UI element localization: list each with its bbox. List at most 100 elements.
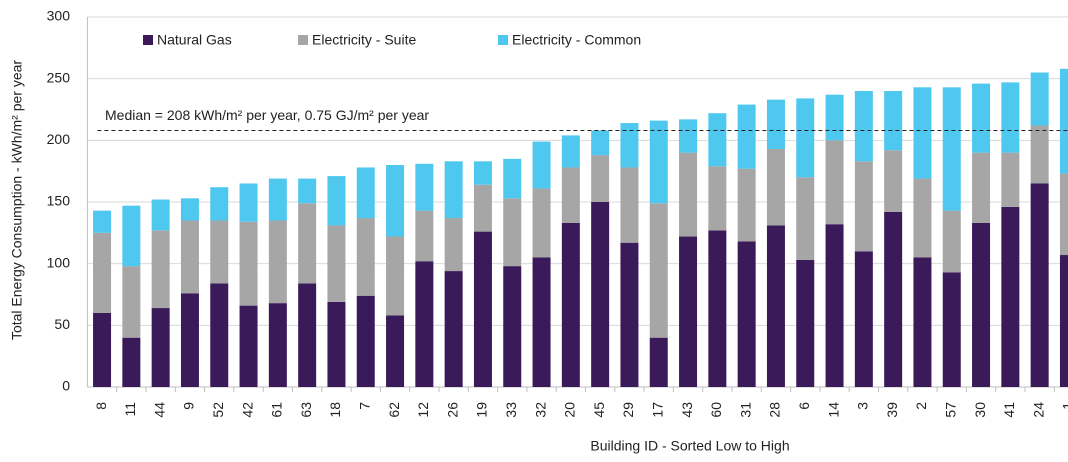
legend-label: Electricity - Suite [312, 32, 416, 48]
bar-segment [561, 222, 580, 387]
bar-segment [708, 230, 727, 387]
bar-segment [356, 167, 375, 219]
bar-segment [854, 161, 873, 252]
y-tick-label: 0 [62, 378, 70, 394]
bar-segment [473, 231, 492, 387]
x-tick-label: 62 [386, 402, 402, 418]
bar-segment [708, 166, 727, 231]
bar-segment [356, 218, 375, 296]
bar-segment [93, 210, 112, 233]
bar-segment [766, 148, 785, 226]
bar-segment [180, 293, 199, 387]
y-tick-label: 50 [54, 316, 70, 332]
bar-segment [239, 183, 258, 222]
x-tick-label: 45 [591, 402, 607, 418]
bar-segment [386, 165, 405, 237]
y-axis-title: Total Energy Consumption - kWh/m² per ye… [9, 60, 25, 340]
bar-segment [884, 150, 903, 212]
x-tick-label: 19 [474, 402, 490, 418]
bar-segment [884, 211, 903, 387]
bar-segment [268, 220, 287, 304]
bar-segment [415, 261, 434, 387]
bar-segment [825, 224, 844, 387]
median-label: Median = 208 kWh/m² per year, 0.75 GJ/m²… [105, 107, 429, 123]
legend-label: Electricity - Common [512, 32, 641, 48]
bar-segment [1059, 173, 1068, 256]
x-tick-label: 57 [942, 402, 958, 418]
x-tick-label: 44 [151, 402, 167, 418]
legend-label: Natural Gas [157, 32, 232, 48]
bar-segment [532, 257, 551, 387]
x-tick-label: 29 [620, 402, 636, 418]
bar-segment [327, 301, 346, 387]
x-tick-label: 11 [122, 402, 138, 417]
x-tick-label: 7 [356, 402, 372, 410]
bar-segment [473, 161, 492, 185]
x-tick-label: 43 [679, 402, 695, 418]
bar-segment [386, 236, 405, 316]
x-tick-label: 63 [298, 402, 314, 418]
bar-segment [737, 241, 756, 387]
bar-segment [239, 221, 258, 306]
legend-swatch [498, 35, 508, 45]
bar-segment [942, 272, 961, 387]
bar-segment [1030, 125, 1049, 184]
bar-segment [708, 113, 727, 167]
bar-segment [415, 163, 434, 211]
bar-segment [972, 152, 991, 223]
bar-segment [503, 266, 522, 387]
bar-segment [854, 91, 873, 162]
bar-segment [122, 337, 141, 387]
bar-segment [620, 123, 639, 168]
bar-segment [151, 308, 170, 387]
x-tick-label: 14 [825, 402, 841, 418]
x-tick-label: 18 [327, 402, 343, 418]
bar-segment [796, 177, 815, 260]
x-tick-label: 42 [239, 402, 255, 418]
x-tick-label: 41 [1001, 402, 1017, 418]
bar-segment [591, 202, 610, 387]
bar-segment [620, 167, 639, 243]
bar-segment [972, 83, 991, 153]
bar-segment [532, 141, 551, 189]
bar-segment [503, 158, 522, 199]
y-tick-label: 150 [47, 193, 71, 209]
x-tick-label: 2 [913, 402, 929, 410]
bar-segment [327, 225, 346, 302]
bar-segment [884, 91, 903, 151]
bar-segment [444, 271, 463, 387]
x-tick-label: 24 [1030, 402, 1046, 418]
x-tick-label: 52 [210, 402, 226, 418]
bar-segment [913, 257, 932, 387]
bar-segment [298, 283, 317, 387]
bar-segment [913, 178, 932, 258]
bar-segment [444, 218, 463, 272]
bar-segment [825, 94, 844, 141]
bar-segment [298, 203, 317, 284]
x-tick-label: 32 [532, 402, 548, 418]
x-tick-label: 9 [181, 402, 197, 410]
bar-segment [93, 313, 112, 387]
bar-segment [942, 210, 961, 273]
bar-segment [972, 222, 991, 387]
bar-segment [649, 203, 668, 338]
x-tick-label: 33 [503, 402, 519, 418]
x-axis-title: Building ID - Sorted Low to High [590, 438, 789, 454]
bar-segment [1001, 152, 1020, 207]
x-tick-label: 28 [767, 402, 783, 418]
bar-segment [620, 242, 639, 387]
bar-segment [210, 283, 229, 387]
bar-segment [532, 188, 551, 258]
x-tick-label: 60 [708, 402, 724, 418]
bar-segment [210, 220, 229, 284]
bar-segment [327, 176, 346, 226]
x-tick-label: 1 [1060, 402, 1068, 410]
bar-segment [766, 225, 785, 387]
bar-segment [561, 135, 580, 168]
bar-segment [151, 230, 170, 309]
bar-segment [796, 259, 815, 387]
x-tick-label: 8 [93, 402, 109, 410]
bar-segment [1030, 183, 1049, 387]
